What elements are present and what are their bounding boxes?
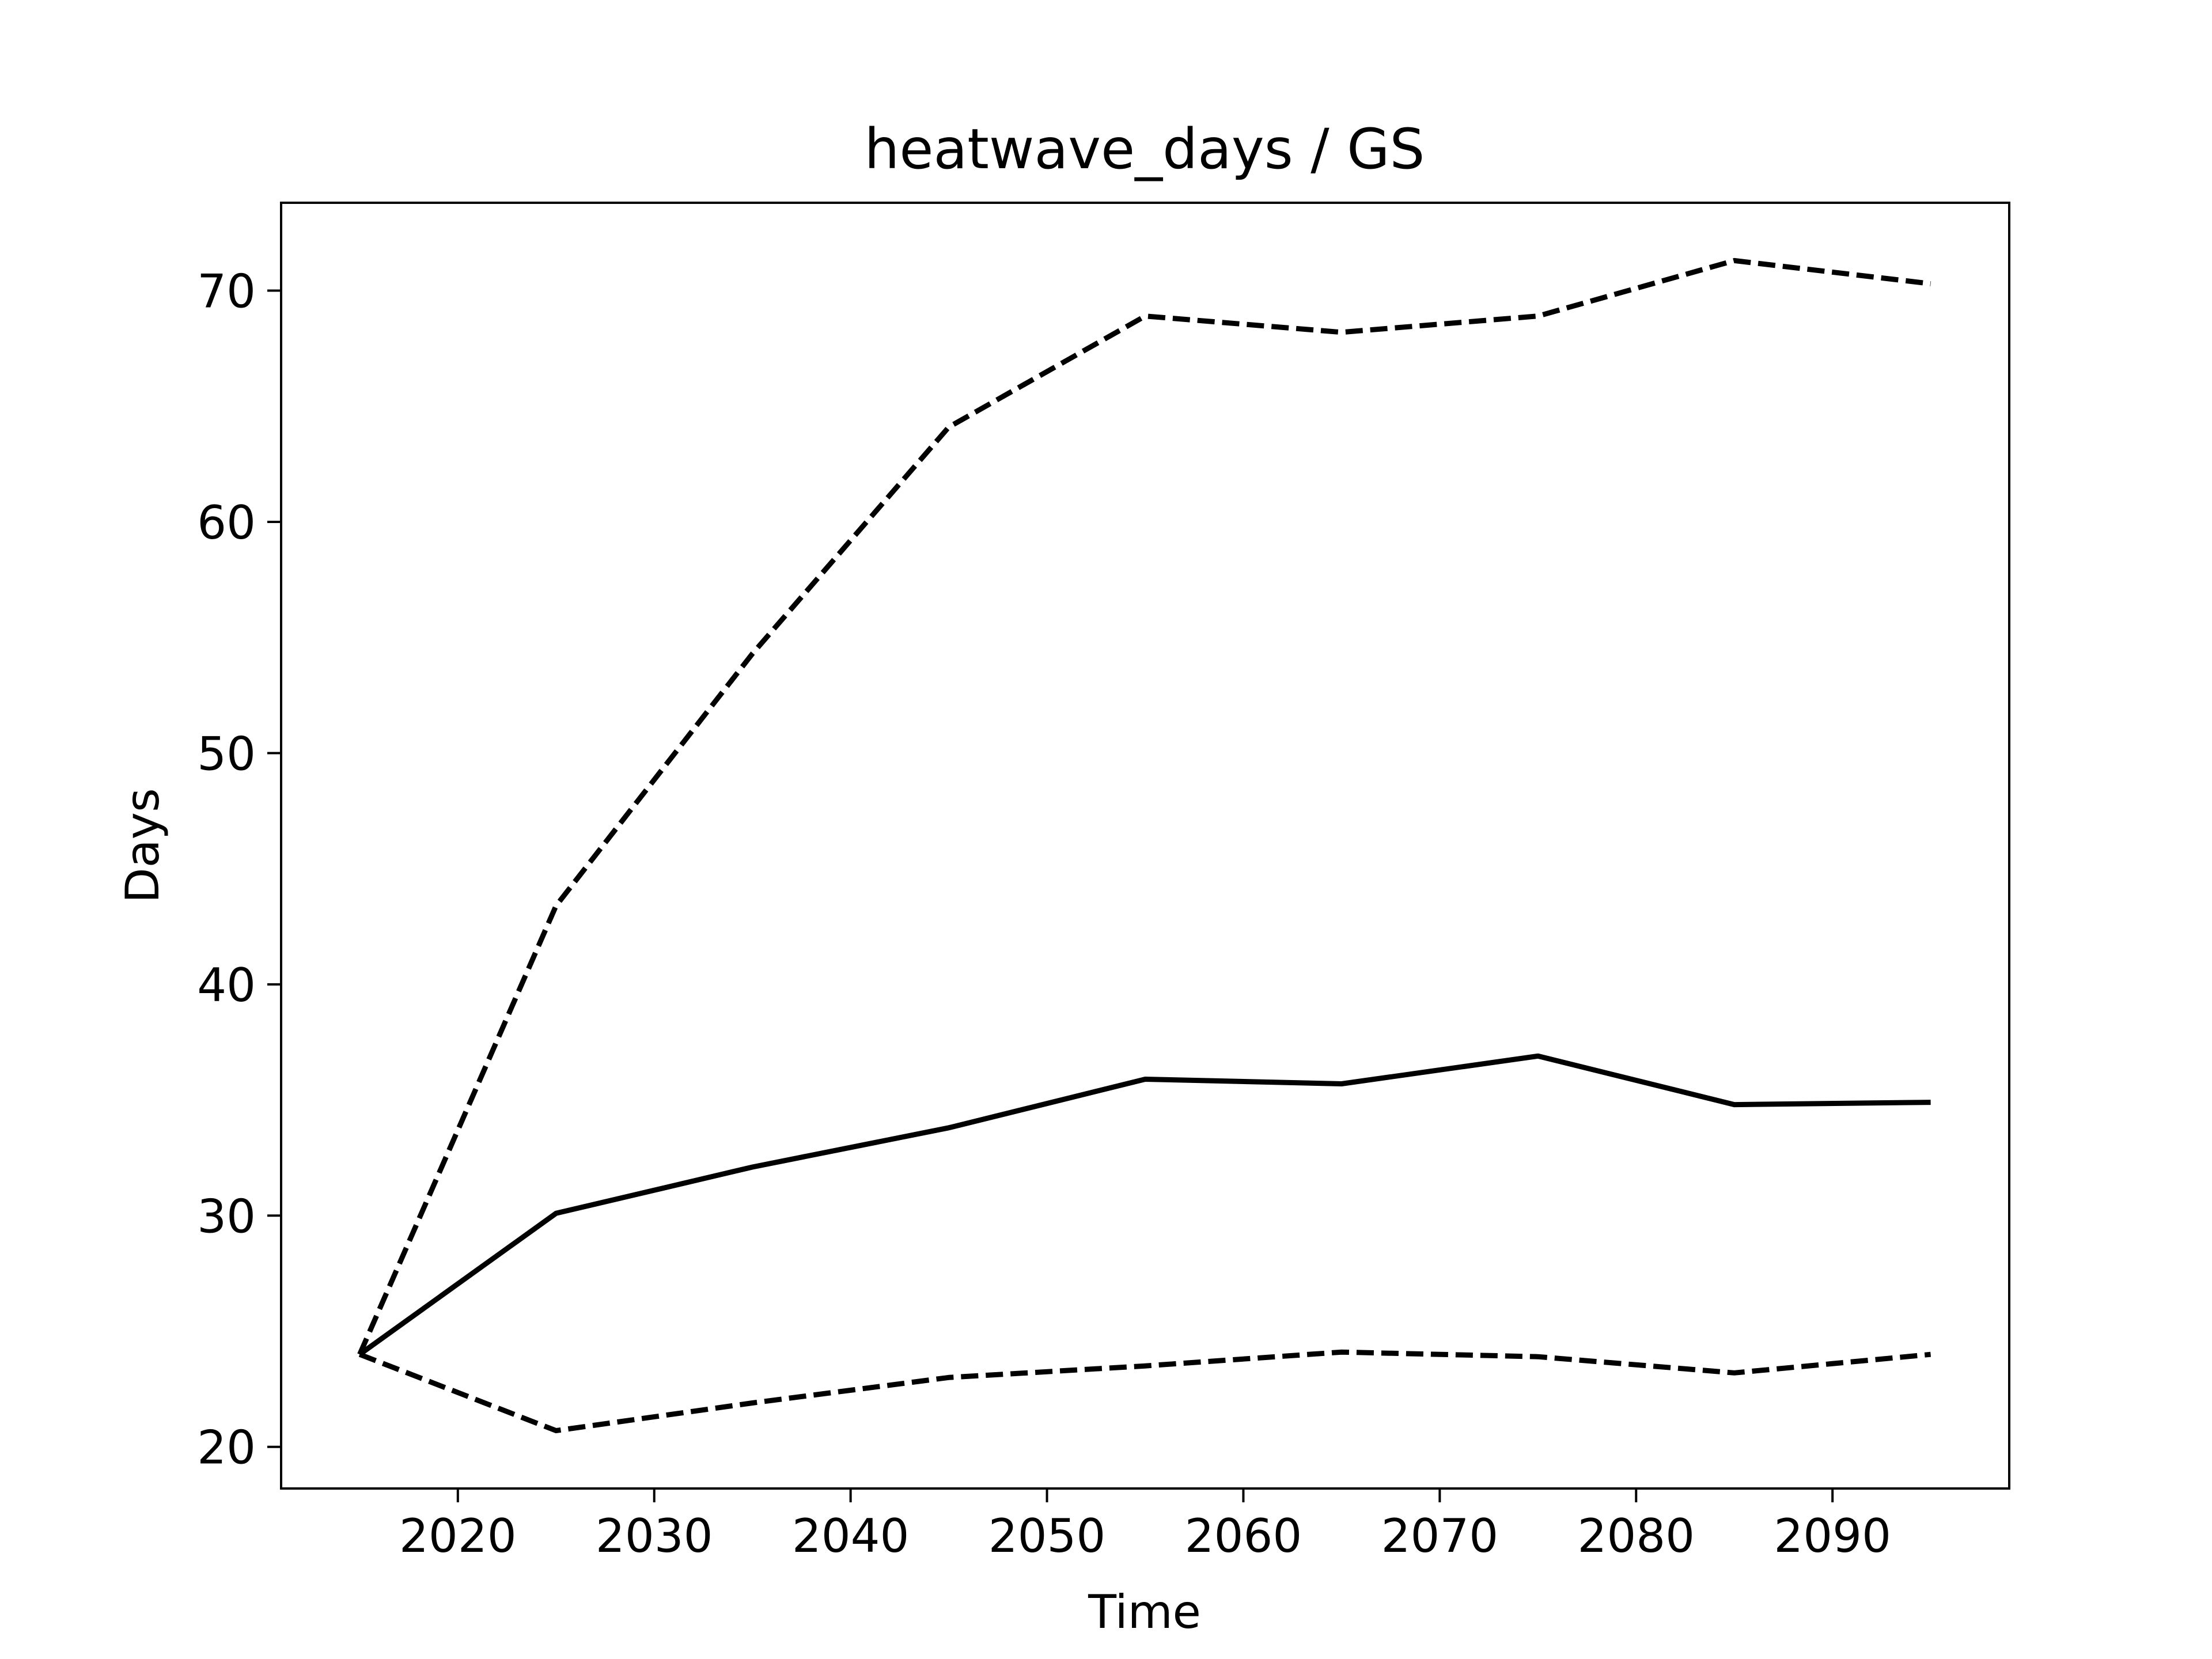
y-tick-label: 70: [197, 265, 256, 319]
x-tick-label: 2020: [399, 1509, 517, 1563]
x-tick-label: 2030: [596, 1509, 713, 1563]
plot-frame: [280, 202, 2010, 1490]
series-line-1: [358, 1053, 1931, 1357]
x-tick-label: 2050: [988, 1509, 1106, 1563]
series-line-3: [358, 1349, 1931, 1434]
x-tick-label: 2080: [1577, 1509, 1695, 1563]
x-tick-label: 2060: [1185, 1509, 1302, 1563]
x-axis-ticks: 2020 2030 2040 2050 2060 2070 2080 2090: [399, 1488, 1891, 1563]
y-axis-ticks: 20 30 40 50 60 70: [197, 265, 281, 1475]
y-tick-label: 60: [197, 496, 256, 550]
x-tick-label: 2040: [792, 1509, 910, 1563]
y-tick-label: 20: [197, 1421, 256, 1475]
y-tick-label: 30: [197, 1190, 256, 1243]
x-tick-label: 2070: [1381, 1509, 1499, 1563]
x-axis-label: Time: [1088, 1585, 1201, 1639]
y-tick-label: 40: [197, 959, 256, 1012]
series-line-2: [357, 257, 1931, 1356]
chart-title: heatwave_days / GS: [865, 117, 1425, 181]
x-tick-label: 2090: [1774, 1509, 1891, 1563]
y-axis-label: Days: [116, 788, 169, 903]
y-tick-label: 50: [197, 727, 256, 781]
series-layer: [357, 257, 1931, 1434]
